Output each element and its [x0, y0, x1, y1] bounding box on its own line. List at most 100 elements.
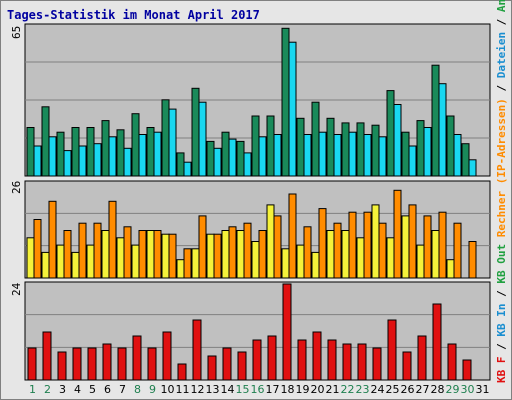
x-tick-label-18: 18 — [281, 383, 295, 396]
x-tick-label-23: 23 — [356, 383, 370, 396]
bar-top-b-20 — [318, 131, 327, 177]
x-tick-label-26: 26 — [401, 383, 415, 396]
bar-bottom-kbf-24 — [372, 347, 382, 381]
bar-bottom-kbf-13 — [207, 355, 217, 381]
bar-bottom-kbf-23 — [357, 343, 367, 381]
bar-top-b-22 — [348, 131, 357, 177]
bar-middle-b-8 — [138, 230, 147, 279]
bar-top-a-21 — [326, 117, 335, 177]
bar-top-a-13 — [206, 140, 215, 177]
x-tick-label-6: 6 — [104, 383, 111, 396]
bar-top-b-28 — [438, 83, 447, 177]
bar-middle-a-27 — [416, 244, 425, 279]
bar-middle-a-20 — [311, 251, 320, 279]
bar-top-a-18 — [281, 27, 290, 177]
x-tick-label-5: 5 — [89, 383, 96, 396]
bar-middle-b-2 — [48, 200, 57, 279]
bar-bottom-kbf-10 — [162, 331, 172, 381]
bar-middle-a-2 — [41, 251, 50, 279]
bar-top-a-29 — [446, 115, 455, 177]
bar-top-b-16 — [258, 136, 267, 177]
bar-top-b-9 — [153, 131, 162, 177]
bar-top-b-3 — [63, 150, 72, 177]
bar-top-b-23 — [363, 134, 372, 177]
x-tick-label-2: 2 — [44, 383, 51, 396]
x-tick-label-20: 20 — [311, 383, 325, 396]
bar-middle-b-19 — [303, 226, 312, 279]
bar-middle-b-6 — [108, 200, 117, 279]
bar-top-a-15 — [236, 140, 245, 177]
bar-top-a-6 — [101, 120, 110, 177]
bar-middle-a-5 — [86, 244, 95, 279]
bar-top-b-21 — [333, 134, 342, 177]
x-tick-label-16: 16 — [251, 383, 265, 396]
x-tick-label-7: 7 — [119, 383, 126, 396]
bar-top-b-10 — [168, 108, 177, 177]
x-tick-label-14: 14 — [221, 383, 235, 396]
bar-top-b-7 — [123, 147, 132, 177]
x-tick-label-11: 11 — [176, 383, 190, 396]
x-tick-label-8: 8 — [134, 383, 141, 396]
bar-middle-a-13 — [206, 233, 215, 279]
bar-top-b-18 — [288, 41, 297, 177]
bar-bottom-kbf-16 — [252, 339, 262, 381]
bar-top-b-29 — [453, 134, 462, 177]
x-tick-label-15: 15 — [236, 383, 250, 396]
bar-middle-b-4 — [78, 222, 87, 279]
bar-top-a-1 — [26, 127, 35, 177]
bar-middle-a-1 — [26, 237, 35, 279]
bar-bottom-kbf-4 — [72, 347, 82, 381]
bar-middle-a-22 — [341, 230, 350, 279]
bar-top-b-6 — [108, 136, 117, 177]
bar-top-a-20 — [311, 101, 320, 177]
bar-top-a-16 — [251, 115, 260, 177]
chart-title: Tages-Statistik im Monat April 2017 — [7, 8, 260, 22]
bar-middle-a-12 — [191, 248, 200, 279]
x-tick-label-21: 21 — [326, 383, 340, 396]
x-tick-label-17: 17 — [266, 383, 280, 396]
bar-top-b-4 — [78, 145, 87, 177]
bar-top-a-17 — [266, 115, 275, 177]
x-tick-label-28: 28 — [431, 383, 445, 396]
bar-bottom-kbf-14 — [222, 347, 232, 381]
bar-bottom-kbf-15 — [237, 351, 247, 381]
bar-top-a-30 — [461, 143, 470, 177]
bar-middle-b-27 — [423, 215, 432, 279]
bar-top-a-8 — [131, 113, 140, 177]
bar-top-a-27 — [416, 120, 425, 177]
bar-middle-b-5 — [93, 222, 102, 279]
bar-top-a-19 — [296, 117, 305, 177]
bar-middle-b-7 — [123, 226, 132, 279]
bar-top-a-28 — [431, 64, 440, 177]
bar-top-b-26 — [408, 145, 417, 177]
bar-top-b-11 — [183, 161, 192, 177]
bar-middle-a-15 — [236, 230, 245, 279]
bar-top-b-14 — [228, 138, 237, 177]
bar-bottom-kbf-9 — [147, 347, 157, 381]
bar-middle-b-30 — [468, 241, 477, 279]
bar-middle-a-26 — [401, 215, 410, 279]
bar-bottom-kbf-7 — [117, 347, 127, 381]
bar-top-b-1 — [33, 145, 42, 177]
bar-top-b-15 — [243, 152, 252, 177]
bar-middle-a-6 — [101, 230, 110, 279]
bar-middle-b-21 — [333, 222, 342, 279]
bar-bottom-kbf-1 — [27, 347, 37, 381]
bar-top-b-30 — [468, 159, 477, 177]
bar-middle-b-23 — [363, 211, 372, 279]
bar-middle-a-3 — [56, 244, 65, 279]
bar-middle-b-10 — [168, 233, 177, 279]
bar-middle-b-16 — [258, 230, 267, 279]
bar-top-a-12 — [191, 87, 200, 177]
x-tick-label-27: 27 — [416, 383, 430, 396]
bar-middle-a-18 — [281, 248, 290, 279]
bar-top-a-24 — [371, 124, 380, 177]
bar-middle-a-9 — [146, 230, 155, 279]
bar-middle-a-29 — [446, 259, 455, 279]
bar-top-b-25 — [393, 104, 402, 177]
x-tick-label-9: 9 — [149, 383, 156, 396]
bar-middle-a-19 — [296, 244, 305, 279]
bar-top-b-5 — [93, 143, 102, 177]
bar-middle-b-1 — [33, 219, 42, 279]
